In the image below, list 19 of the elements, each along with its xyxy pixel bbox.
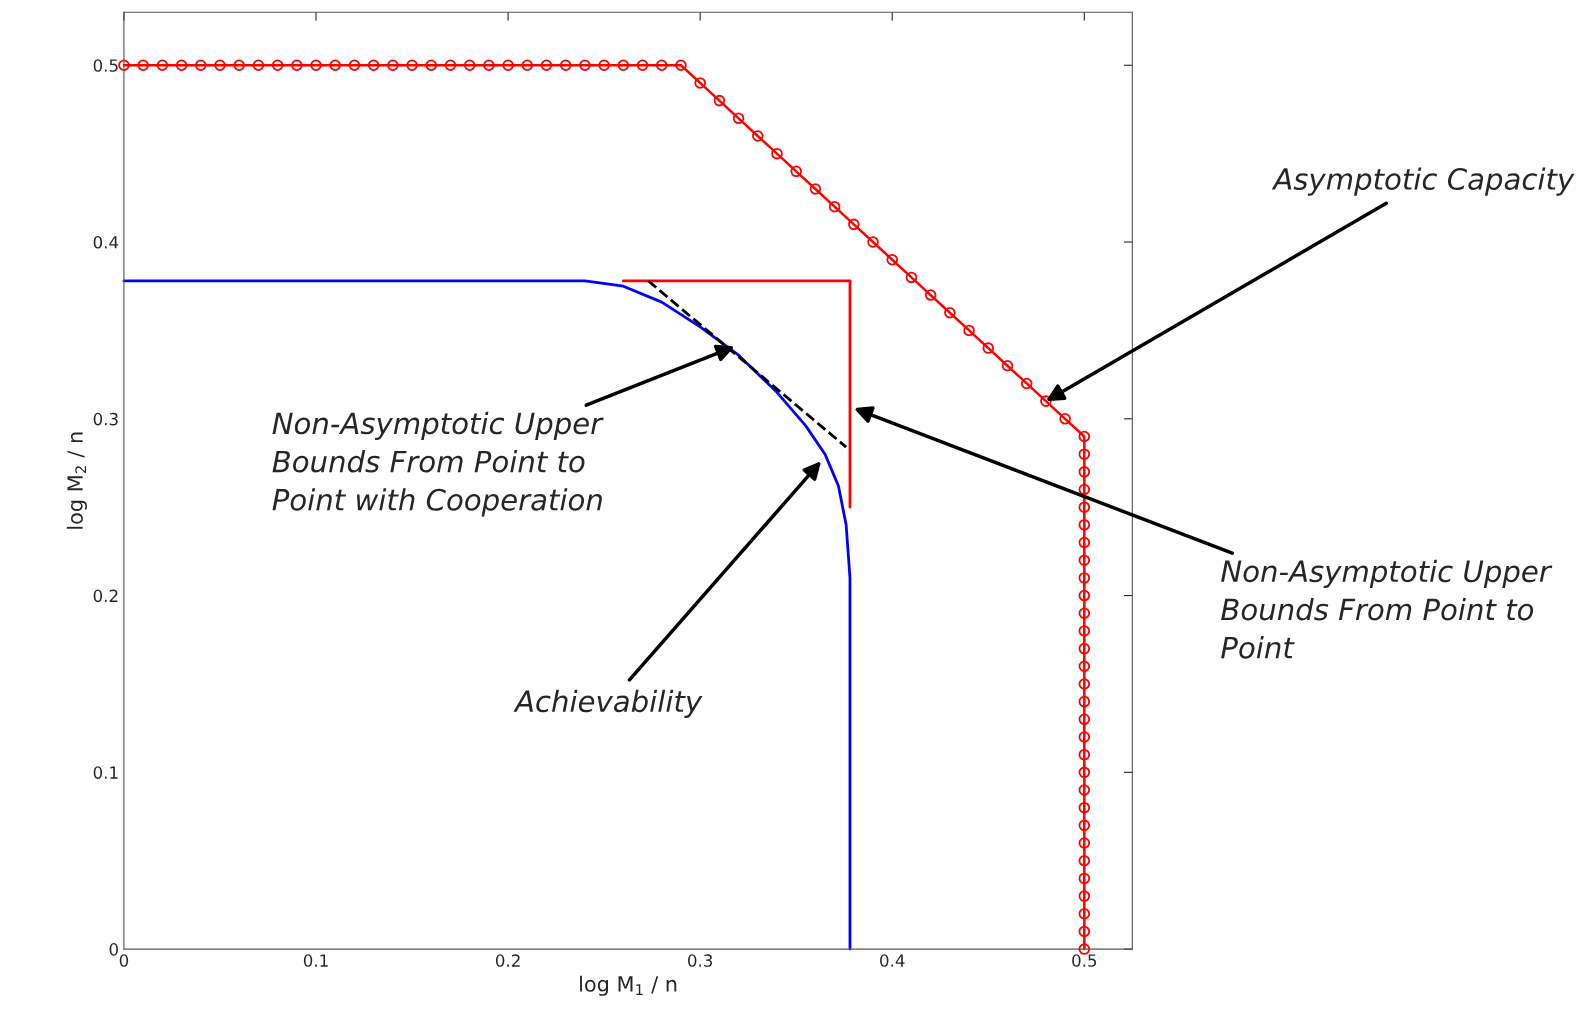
annotation: Non-Asymptotic Upper Bounds From Point to Point with Cooperation (272, 411, 604, 517)
y-tick-label: 0.2 (93, 589, 118, 603)
y-tick-label: 0.5 (93, 59, 118, 72)
x-tick-label: 0.5 (1072, 954, 1097, 967)
x-tick-label: 0.2 (495, 954, 520, 967)
y-tick-label: 0 (109, 943, 118, 956)
line-series (122, 279, 852, 951)
x-tick-label: 0.3 (688, 954, 713, 967)
annotation: Achievability (513, 689, 703, 718)
y-tick-label: 0.1 (93, 766, 118, 779)
y-axis-title: log M$_{2}$ / n (66, 432, 87, 529)
x-tick-label: 0 (119, 954, 129, 967)
annotation: Non-Asymptotic Upper Bounds From Point to Point (1221, 559, 1553, 659)
y-tick-label: 0.3 (93, 412, 118, 426)
annotation: Asymptotic Capacity (1271, 167, 1575, 196)
x-tick-label: 0.1 (303, 954, 328, 967)
x-tick-label: 0.4 (880, 954, 905, 967)
y-tick-label: 0.4 (93, 236, 119, 249)
x-axis-title: log M$_{1}$ / n (580, 975, 677, 996)
